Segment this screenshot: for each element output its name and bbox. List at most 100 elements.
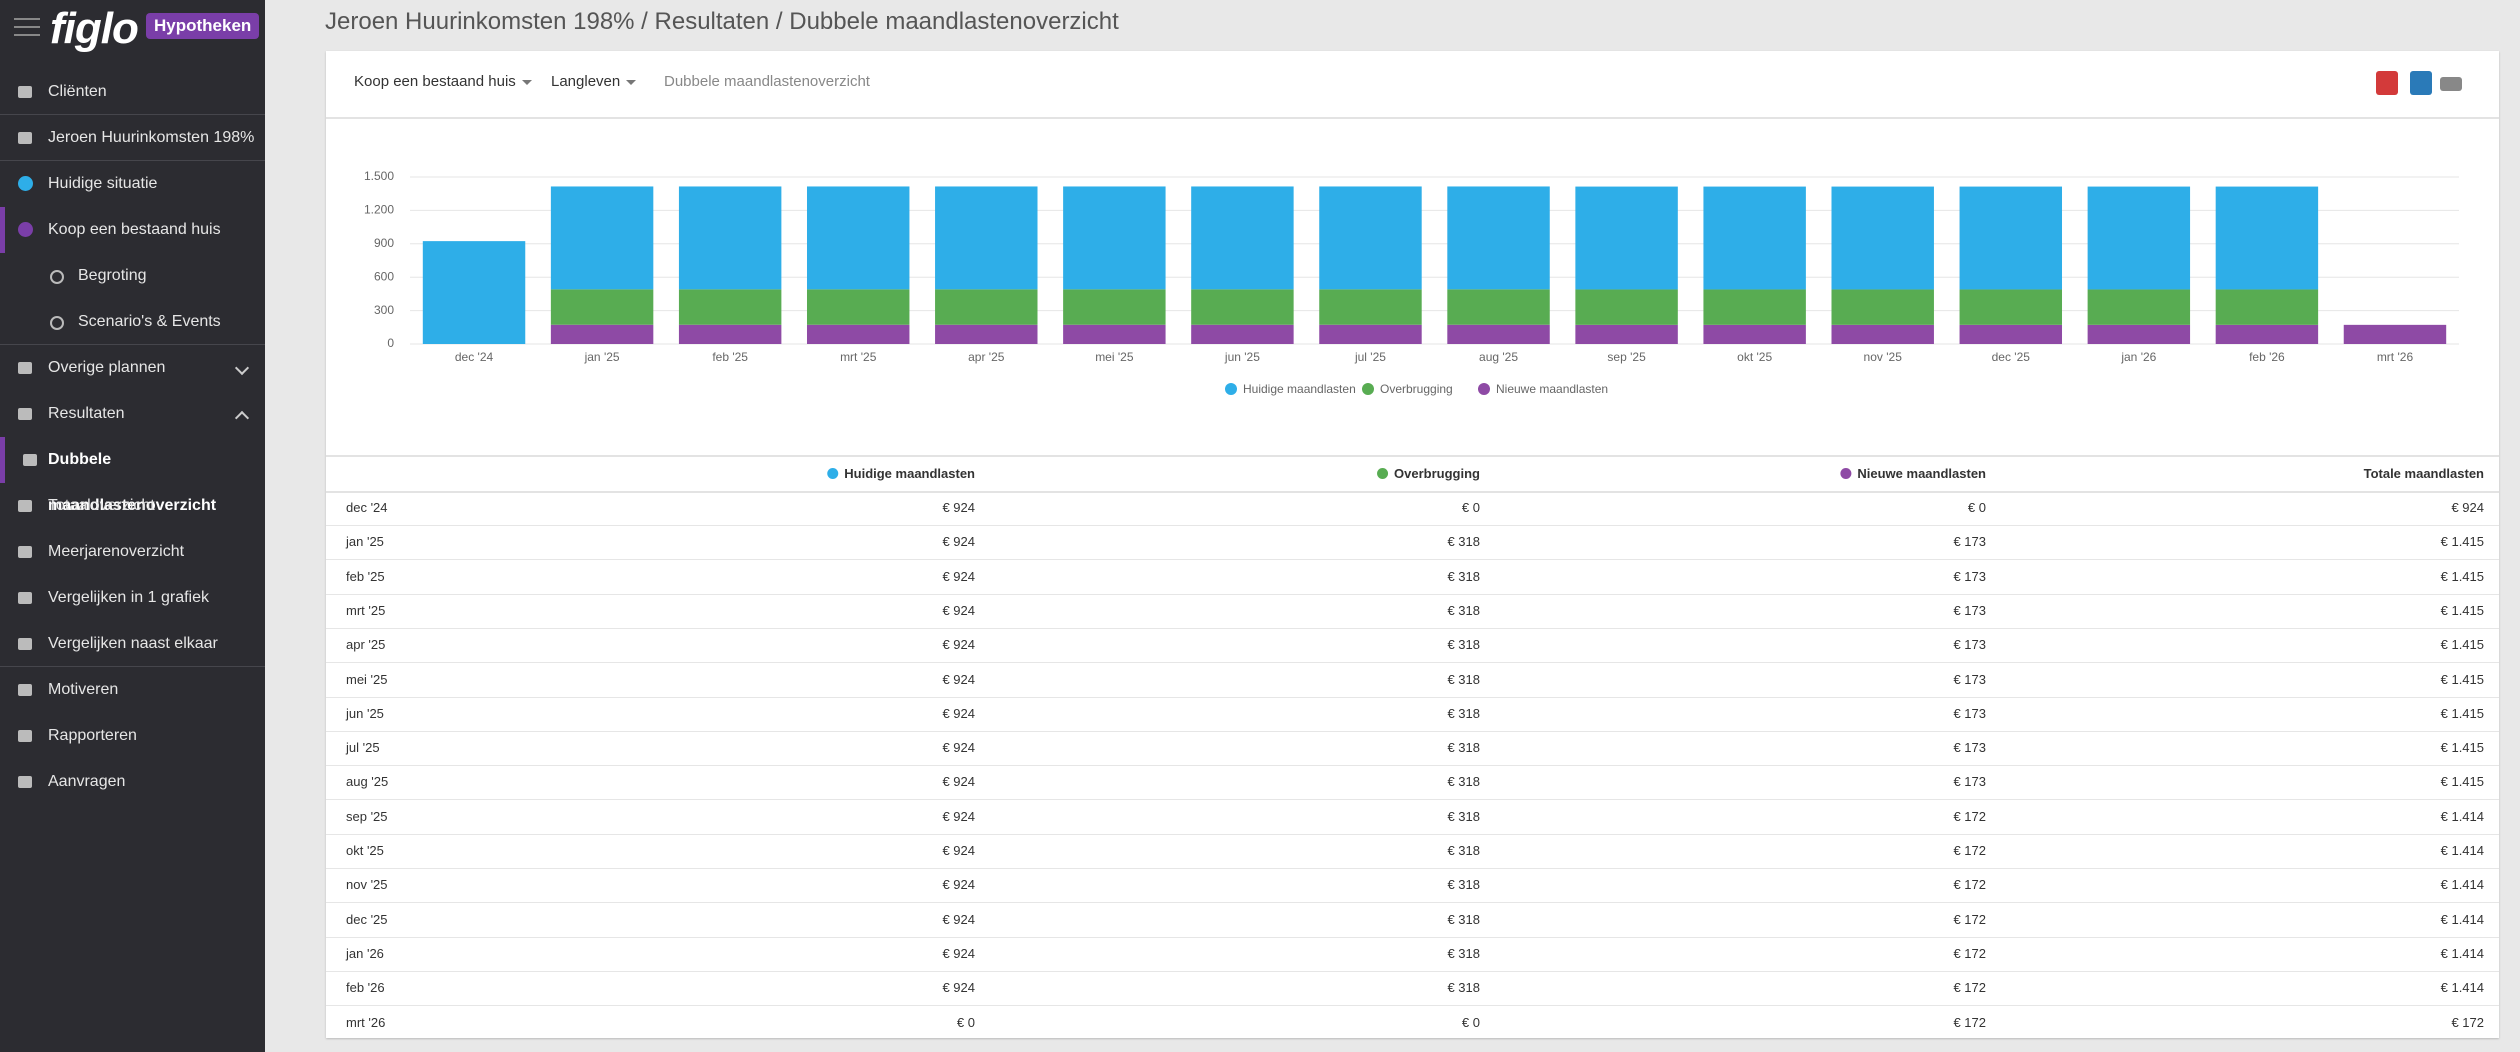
- tab[interactable]: Dubbele maandlastenoverzicht: [664, 73, 870, 90]
- table-row: jul '25 € 924 € 318 € 173 € 1.415: [326, 731, 2499, 767]
- table-cell: € 172: [1953, 877, 1986, 893]
- nav-label: Dubbele maandlastenoverzicht: [48, 451, 217, 514]
- tab[interactable]: Langleven: [551, 73, 637, 90]
- nav-icon: [18, 362, 32, 374]
- header-cell: Nieuwe maandlasten: [1840, 457, 1986, 491]
- header-dot: [1840, 468, 1852, 479]
- table-cell: € 318: [1447, 911, 1480, 927]
- chevron: [234, 360, 250, 376]
- table-row: apr '25 € 924 € 318 € 173 € 1.415: [326, 628, 2499, 664]
- table-cell: € 318: [1447, 774, 1480, 790]
- table-row: mrt '26 € 0 € 0 € 172 € 172: [326, 1006, 2499, 1041]
- bar-segment: [1575, 186, 1678, 290]
- nav-item[interactable]: Totaaloverzicht: [0, 483, 265, 529]
- bar-segment: [1575, 324, 1678, 344]
- x-tick-label: feb '26: [2249, 350, 2285, 364]
- y-tick-label: 0: [387, 336, 394, 350]
- table-cell: € 1.415: [2440, 637, 2484, 653]
- logo-badge: Hypotheken: [146, 13, 260, 39]
- table-cell: jun '25: [346, 705, 384, 721]
- bar-segment: [935, 324, 1038, 344]
- table-cell: € 1.414: [2440, 877, 2484, 893]
- nav-item[interactable]: Scenario's & Events: [0, 299, 265, 345]
- table-row: nov '25 € 924 € 318 € 172 € 1.414: [326, 868, 2499, 904]
- nav-item[interactable]: Overige plannen: [0, 345, 265, 391]
- nav-item[interactable]: Vergelijken naast elkaar: [0, 621, 265, 667]
- table-cell: feb '26: [346, 980, 385, 996]
- table-cell: € 173: [1953, 534, 1986, 550]
- nav-label: Huidige situatie: [48, 175, 158, 192]
- content-card: Koop een bestaand huis Langleven Dubbele…: [326, 51, 2499, 1041]
- bar-segment: [2215, 186, 2319, 290]
- x-tick-label: aug '25: [1479, 350, 1518, 364]
- nav-item[interactable]: Begroting: [0, 253, 265, 299]
- table-cell: € 924: [2451, 500, 2484, 515]
- table-cell: € 173: [1953, 774, 1986, 790]
- nav-icon: [18, 730, 32, 742]
- bar-segment: [678, 324, 782, 344]
- nav-item[interactable]: Koop een bestaand huis: [0, 207, 265, 253]
- bar-segment: [1319, 324, 1422, 344]
- nav-label: Meerjarenoverzicht: [48, 543, 185, 560]
- bar-segment: [1831, 289, 1934, 325]
- nav-item[interactable]: Rapporteren: [0, 713, 265, 759]
- table-cell: € 924: [942, 980, 975, 996]
- menu-button[interactable]: [14, 18, 40, 36]
- x-tick-label: okt '25: [1737, 350, 1772, 364]
- table-cell: € 172: [1953, 1014, 1986, 1030]
- tab[interactable]: Koop een bestaand huis: [354, 73, 532, 90]
- bar-segment: [935, 186, 1038, 290]
- nav-item[interactable]: Dubbele maandlastenoverzicht: [0, 437, 265, 514]
- table-cell: jan '25: [346, 534, 384, 550]
- nav-item[interactable]: Resultaten: [0, 391, 265, 437]
- legend-label[interactable]: Huidige maandlasten: [1243, 382, 1356, 396]
- chart: 0 300 600 900 1.200 1.500 dec '24 jan '25 feb '2…: [364, 169, 2459, 396]
- table-cell: € 1.415: [2440, 534, 2484, 550]
- more-button[interactable]: [2440, 77, 2462, 91]
- table-cell: € 1.415: [2440, 740, 2484, 756]
- nav-item[interactable]: Meerjarenoverzicht: [0, 529, 265, 575]
- nav-icon: [18, 86, 32, 98]
- table-cell: € 924: [942, 705, 975, 721]
- nav-icon: [23, 454, 37, 466]
- table-cell: € 1.414: [2440, 808, 2484, 824]
- pdf-button[interactable]: [2376, 71, 2398, 95]
- table-cell: € 173: [1953, 637, 1986, 653]
- table-row: mrt '25 € 924 € 318 € 173 € 1.415: [326, 594, 2499, 629]
- nav-item[interactable]: Huidige situatie: [0, 161, 265, 207]
- table-cell: € 0: [1967, 500, 1986, 515]
- table-cell: € 318: [1447, 671, 1480, 687]
- nav-item[interactable]: Motiveren: [0, 667, 265, 713]
- header-label: Totale maandlasten: [2363, 466, 2484, 481]
- y-tick-label: 1.200: [364, 203, 394, 217]
- nav-icon: [18, 684, 32, 696]
- bar-segment: [550, 324, 654, 344]
- download-button[interactable]: [2410, 71, 2432, 95]
- header-dot: [1377, 468, 1389, 479]
- table-row: jun '25 € 924 € 318 € 173 € 1.415: [326, 697, 2499, 732]
- bar-segment: [2215, 289, 2319, 325]
- nav-item[interactable]: Jeroen Huurinkomsten 198%: [0, 115, 265, 161]
- bar-segment: [678, 186, 782, 290]
- table-cell: € 318: [1447, 568, 1480, 584]
- table-cell: € 318: [1447, 602, 1480, 618]
- legend-label[interactable]: Overbrugging: [1380, 382, 1453, 396]
- y-tick-label: 1.500: [364, 169, 394, 183]
- bar-segment: [1831, 186, 1934, 290]
- table-cell: € 172: [1953, 808, 1986, 824]
- bar-segment: [1959, 324, 2063, 344]
- bar-segment: [1191, 186, 1294, 290]
- breadcrumb-title: Jeroen Huurinkomsten 198% / Resultaten /…: [325, 8, 1119, 35]
- bar-segment: [2087, 186, 2191, 290]
- table-cell: € 318: [1447, 808, 1480, 824]
- table-cell: € 172: [2451, 1014, 2484, 1030]
- table-cell: € 172: [1953, 980, 1986, 996]
- nav-item[interactable]: Vergelijken in 1 grafiek: [0, 575, 265, 621]
- y-tick-label: 300: [374, 303, 394, 317]
- table-cell: € 1.415: [2440, 568, 2484, 584]
- nav-item[interactable]: Aanvragen: [0, 759, 265, 805]
- bar-segment: [550, 186, 654, 290]
- legend-label[interactable]: Nieuwe maandlasten: [1496, 382, 1608, 396]
- nav-item[interactable]: Cliënten: [0, 69, 265, 115]
- nav-icon: [18, 776, 32, 788]
